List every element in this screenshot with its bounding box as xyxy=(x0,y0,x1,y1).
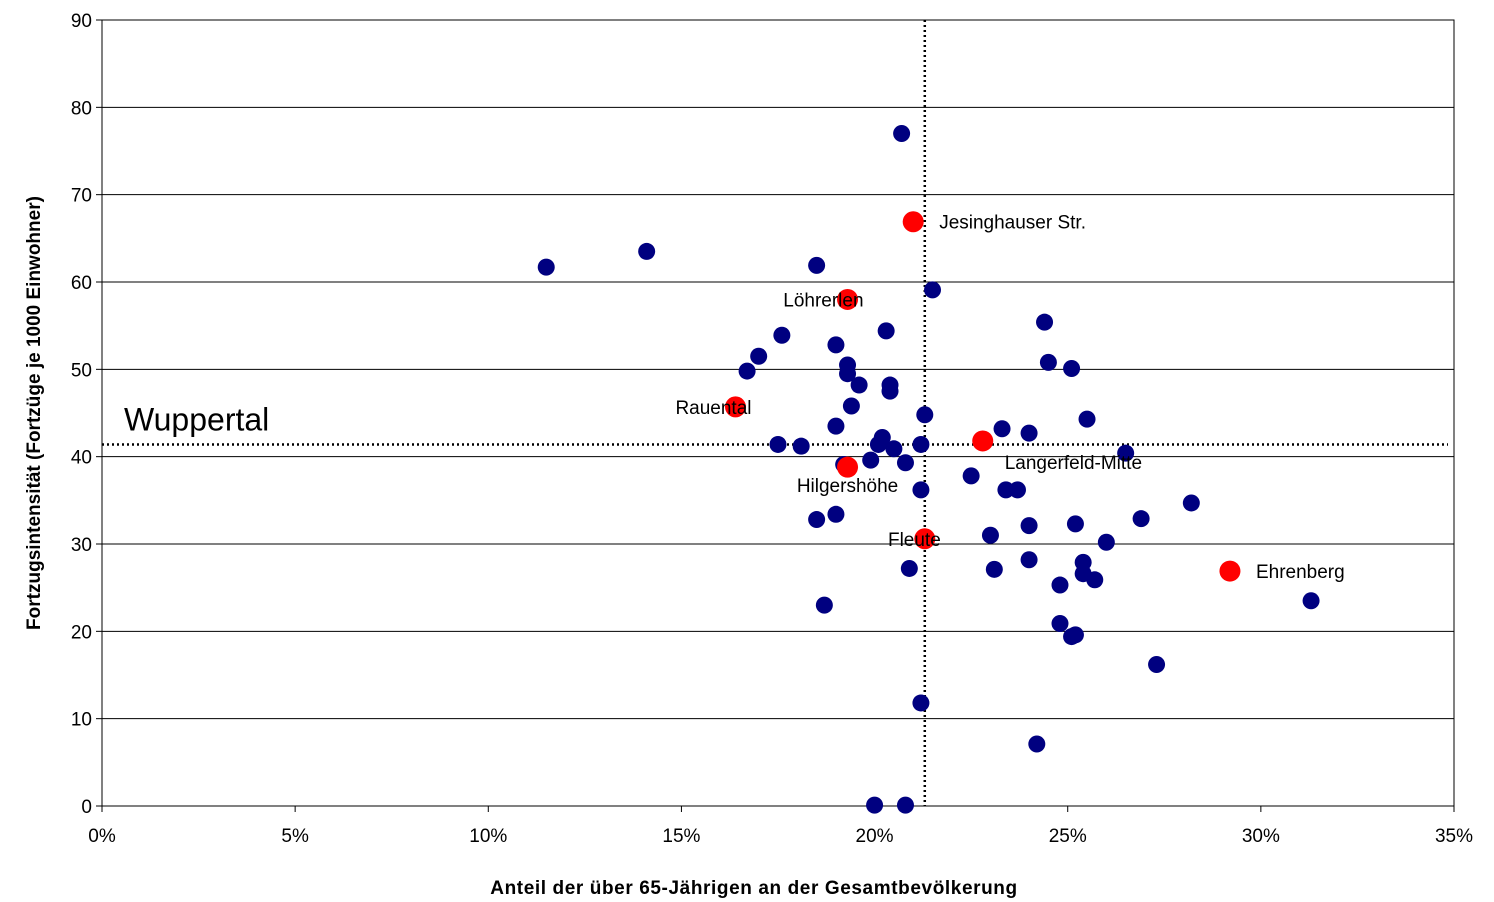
data-point-57 xyxy=(1097,533,1115,551)
point-label-3: Langerfeld-Mitte xyxy=(1005,453,1142,474)
x-tick-label-0%: 0% xyxy=(88,826,116,847)
data-point-33 xyxy=(916,406,934,424)
y-tick-label-20: 20 xyxy=(71,622,92,643)
reference-lines xyxy=(102,20,1448,806)
data-point-1 xyxy=(638,242,656,260)
x-tick-label-10%: 10% xyxy=(469,826,507,847)
point-label-4: Hilgershöhe xyxy=(797,476,898,497)
data-point-26 xyxy=(893,125,911,143)
x-tick-label-30%: 30% xyxy=(1242,826,1280,847)
x-tick-label-5%: 5% xyxy=(281,826,309,847)
x-tick-label-25%: 25% xyxy=(1049,826,1087,847)
data-point-8 xyxy=(808,511,826,529)
data-point-16 xyxy=(842,397,860,415)
data-point-38 xyxy=(993,420,1011,438)
y-tick-label-80: 80 xyxy=(71,98,92,119)
data-point-45 xyxy=(1036,313,1054,331)
data-point-35 xyxy=(962,467,980,485)
y-tick-label-0: 0 xyxy=(81,797,92,818)
data-point-47 xyxy=(1051,576,1069,594)
data-point-37 xyxy=(985,560,1003,578)
data-point-60 xyxy=(1148,656,1166,674)
point-label-2: Rauental xyxy=(675,398,751,419)
data-point-41 xyxy=(1020,424,1038,442)
data-point-15 xyxy=(839,365,857,383)
data-point-62 xyxy=(1302,592,1320,610)
data-point-48 xyxy=(1051,614,1069,632)
data-point-6 xyxy=(792,437,810,455)
data-point-2 xyxy=(738,362,756,380)
highlighted-point-2 xyxy=(725,396,747,418)
highlighted-point-5 xyxy=(914,528,936,550)
point-labels: Jesinghauser Str. Löhrerlen Rauental Langer… xyxy=(675,213,1344,583)
data-point-31 xyxy=(912,481,930,499)
y-tick-label-60: 60 xyxy=(71,273,92,294)
x-tick-label-20%: 20% xyxy=(856,826,894,847)
y-tick-label-30: 30 xyxy=(71,535,92,556)
data-point-32 xyxy=(912,694,930,712)
data-point-18 xyxy=(862,451,880,469)
data-point-50 xyxy=(1063,359,1081,377)
highlighted-point-0 xyxy=(902,211,924,233)
data-point-27 xyxy=(896,454,914,472)
data-point-10 xyxy=(827,417,845,435)
data-point-4 xyxy=(769,435,787,453)
data-point-36 xyxy=(981,526,999,544)
x-tick-label-15%: 15% xyxy=(662,826,700,847)
data-point-42 xyxy=(1020,517,1038,535)
highlighted-point-4 xyxy=(837,456,859,478)
data-point-25 xyxy=(885,440,903,458)
data-point-34 xyxy=(924,281,942,299)
point-label-6: Ehrenberg xyxy=(1256,562,1345,583)
data-point-0 xyxy=(537,258,555,276)
data-point-12 xyxy=(827,336,845,354)
data-point-30 xyxy=(912,435,930,453)
data-point-52 xyxy=(1066,515,1084,533)
highlighted-point-6 xyxy=(1219,560,1241,582)
y-tick-label-10: 10 xyxy=(71,710,92,731)
data-point-17 xyxy=(850,376,868,394)
data-point-24 xyxy=(881,376,899,394)
data-point-58 xyxy=(1117,444,1135,462)
gridlines xyxy=(102,19,1454,720)
data-point-28 xyxy=(896,796,914,814)
y-tick-label-40: 40 xyxy=(71,448,92,469)
point-label-1: Löhrerlen xyxy=(783,290,863,311)
data-point-59 xyxy=(1132,510,1150,528)
data-point-21 xyxy=(873,428,891,446)
data-point-43 xyxy=(1020,551,1038,569)
reference-line-label: Wuppertal xyxy=(124,401,269,437)
data-point-51 xyxy=(1066,626,1084,644)
data-point-44 xyxy=(1028,735,1046,753)
data-point-61 xyxy=(1182,494,1200,512)
data-point-7 xyxy=(808,256,826,274)
plot-area-border xyxy=(101,19,1455,807)
data-point-9 xyxy=(815,596,833,614)
point-label-5: Fleute xyxy=(888,530,941,551)
data-point-19 xyxy=(866,796,884,814)
highlighted-point-3 xyxy=(972,430,994,452)
data-point-11 xyxy=(827,505,845,523)
axes: 0 10 20 30 40 50 60 70 80 90 0% 5% 10% 15% 20% 25% 30% 35… xyxy=(71,11,1473,847)
data-point-3 xyxy=(750,347,768,365)
point-label-0: Jesinghauser Str. xyxy=(939,213,1086,234)
x-axis-title: Anteil der über 65-Jährigen an der Gesam… xyxy=(490,878,1017,899)
x-tick-label-35%: 35% xyxy=(1435,826,1473,847)
data-point-55 xyxy=(1078,410,1096,428)
data-point-29 xyxy=(900,559,918,577)
highlighted-point-1 xyxy=(837,288,859,310)
y-axis-title: Fortzugsintensität (Fortzüge je 1000 Ein… xyxy=(24,196,45,630)
data-point-22 xyxy=(877,322,895,340)
data-point-5 xyxy=(773,326,791,344)
y-tick-label-90: 90 xyxy=(71,11,92,32)
data-point-56 xyxy=(1086,571,1104,589)
data-point-40 xyxy=(1008,481,1026,499)
data-points xyxy=(537,125,1320,814)
data-point-46 xyxy=(1039,353,1057,371)
y-tick-label-70: 70 xyxy=(71,186,92,207)
y-tick-label-50: 50 xyxy=(71,360,92,381)
